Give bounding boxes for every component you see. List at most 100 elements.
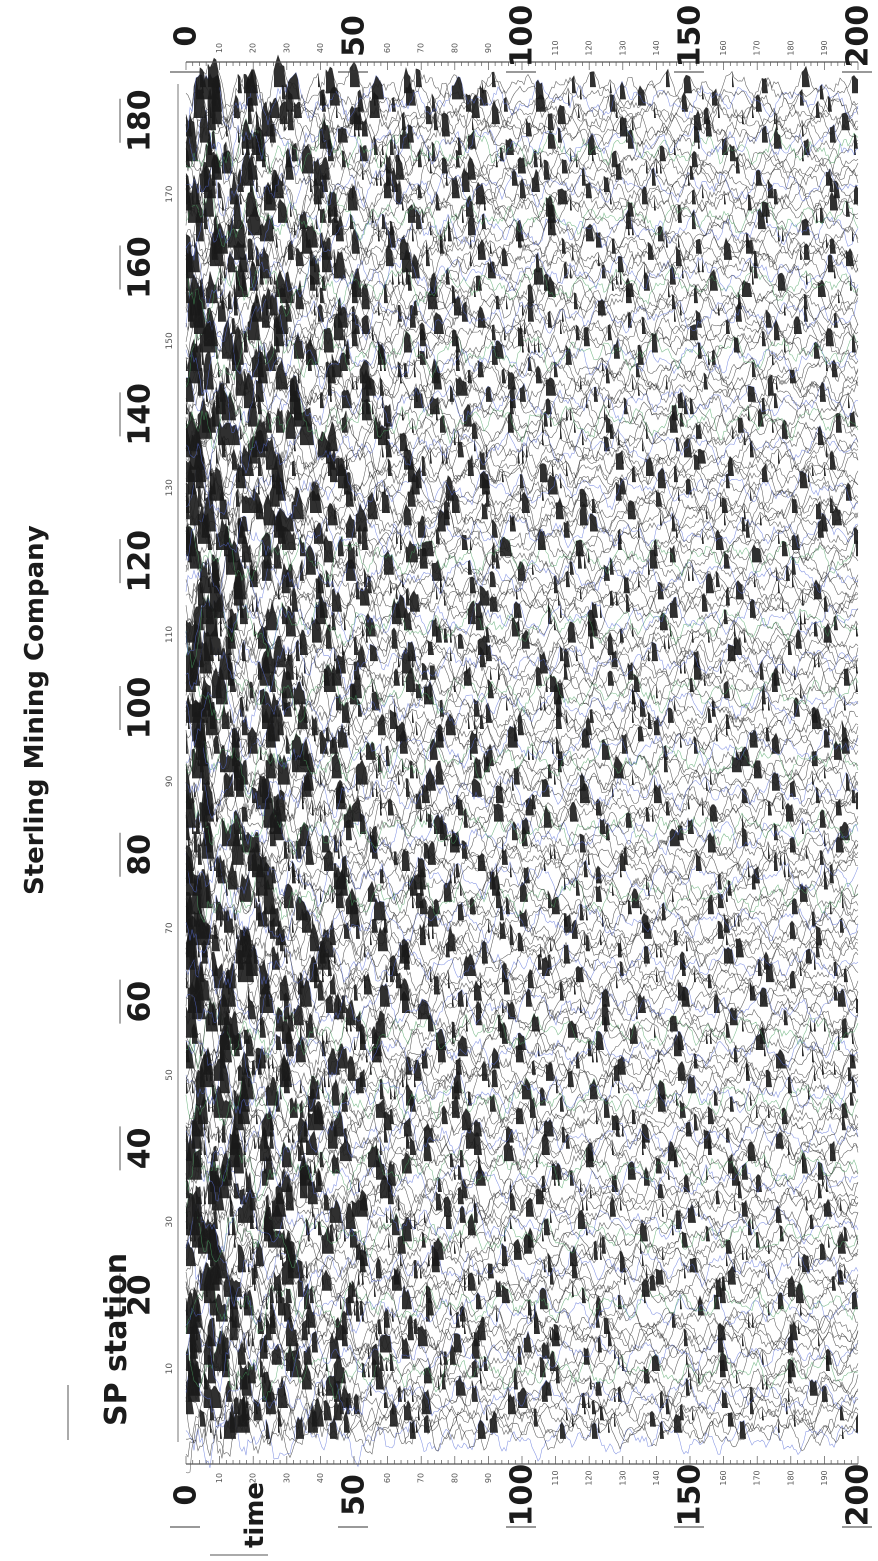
time-minor-label-top: 40 xyxy=(316,43,325,53)
trace-fill-208 xyxy=(208,127,856,155)
trace-fill-27 xyxy=(238,1244,810,1273)
trace-203 xyxy=(185,148,859,216)
time-minor-label-top: 190 xyxy=(820,40,829,55)
trace-212 xyxy=(185,88,859,162)
time-major-label-top: 50 xyxy=(337,15,372,57)
trace-161 xyxy=(185,414,859,481)
trace-163 xyxy=(185,407,859,461)
trace-fill-91 xyxy=(186,842,826,878)
trace-179 xyxy=(185,300,859,365)
trace-16 xyxy=(185,1314,859,1372)
trace-fill-52 xyxy=(214,1085,848,1118)
station-minor-label: 90 xyxy=(165,775,175,787)
trace-fill-136 xyxy=(202,561,822,600)
trace-196 xyxy=(185,192,859,261)
trace-143 xyxy=(185,525,859,582)
time-minor-label-bottom: 90 xyxy=(484,1473,493,1483)
trace-fill-55 xyxy=(212,1064,810,1100)
time-minor-label-top: 70 xyxy=(417,43,426,53)
time-minor-label-bottom: 110 xyxy=(551,1470,560,1485)
trace-fill-99 xyxy=(186,791,826,828)
trace-204 xyxy=(185,152,859,216)
trace-31 xyxy=(185,1203,859,1277)
trace-37 xyxy=(185,1174,859,1243)
trace-fill-194 xyxy=(196,208,854,242)
trace-fill-2 xyxy=(200,1395,796,1427)
time-minor-label-bottom: 160 xyxy=(719,1470,728,1485)
trace-65 xyxy=(185,995,859,1072)
time-minor-label-top: 140 xyxy=(652,40,661,55)
trace-fill-141 xyxy=(190,530,730,569)
time-minor-label-bottom: 20 xyxy=(249,1473,258,1483)
trace-fill-31 xyxy=(192,1203,830,1248)
trace-172 xyxy=(185,347,859,414)
trace-fill-218 xyxy=(202,67,858,94)
station-major-label: 60 xyxy=(123,981,158,1023)
trace-174 xyxy=(185,325,859,394)
trace-fill-20 xyxy=(186,1285,802,1316)
station-minor-label: 150 xyxy=(165,332,175,349)
trace-25 xyxy=(185,1244,859,1309)
time-major-label-top: 0 xyxy=(169,26,204,47)
time-major-label-bottom: 50 xyxy=(337,1474,372,1516)
trace-134 xyxy=(185,569,859,646)
station-major-label: 100 xyxy=(123,677,158,740)
trace-fill-134 xyxy=(210,570,828,612)
time-minor-label-top: 20 xyxy=(249,43,258,53)
axes-layer: 0 0 50 50 100 100 150 150 200 200 10 10 20 20 30 30 40 40… xyxy=(67,5,876,1556)
trace-169 xyxy=(185,361,859,430)
trace-fill-219 xyxy=(200,55,810,88)
trace-fill-129 xyxy=(186,615,832,643)
trace-76 xyxy=(185,929,859,1009)
trace-206 xyxy=(185,135,859,206)
station-minor-label: 10 xyxy=(165,1363,175,1375)
time-minor-label-top: 90 xyxy=(484,43,493,53)
trace-95 xyxy=(185,824,859,883)
trace-210 xyxy=(185,109,859,181)
trace-131 xyxy=(185,600,859,663)
trace-fill-29 xyxy=(208,1223,826,1260)
time-minor-label-bottom: 40 xyxy=(316,1473,325,1483)
trace-56 xyxy=(185,1056,859,1120)
time-minor-label-bottom: 120 xyxy=(585,1470,594,1485)
trace-15 xyxy=(185,1315,859,1391)
time-minor-label-bottom: 170 xyxy=(753,1470,762,1485)
trace-121 xyxy=(185,645,859,723)
trace-85 xyxy=(185,878,859,940)
trace-180 xyxy=(185,286,859,359)
time-minor-label-top: 160 xyxy=(719,40,728,55)
trace-80 xyxy=(185,915,859,980)
trace-73 xyxy=(185,962,859,1015)
trace-191 xyxy=(185,235,859,309)
trace-4 xyxy=(185,1378,859,1457)
trace-151 xyxy=(185,479,859,542)
trace-30 xyxy=(185,1220,859,1296)
time-minor-label-bottom: 140 xyxy=(652,1470,661,1485)
trace-fill-196 xyxy=(204,193,766,230)
trace-140 xyxy=(185,543,859,608)
trace-135 xyxy=(185,569,859,640)
station-major-label: 180 xyxy=(123,89,158,152)
time-axis-label: time xyxy=(240,1481,270,1548)
trace-fill-24 xyxy=(200,1262,836,1291)
trace-47 xyxy=(185,1114,859,1180)
trace-fill-103 xyxy=(186,777,856,804)
trace-46 xyxy=(185,1128,859,1203)
station-minor-label: 110 xyxy=(165,626,175,643)
time-minor-label-bottom: 70 xyxy=(417,1473,426,1483)
trace-fill-114 xyxy=(206,696,830,736)
trace-38 xyxy=(185,1179,859,1249)
trace-fill-112 xyxy=(194,718,830,748)
trace-155 xyxy=(185,447,859,514)
trace-fill-147 xyxy=(204,487,828,532)
trace-33 xyxy=(185,1192,859,1268)
trace-97 xyxy=(185,805,859,875)
trace-116 xyxy=(185,690,859,749)
trace-86 xyxy=(185,869,859,940)
trace-17 xyxy=(185,1289,859,1370)
trace-138 xyxy=(185,554,859,614)
trace-41 xyxy=(185,1149,859,1216)
time-minor-label-bottom: 190 xyxy=(820,1470,829,1485)
trace-170 xyxy=(185,351,859,425)
trace-fill-176 xyxy=(196,321,856,353)
